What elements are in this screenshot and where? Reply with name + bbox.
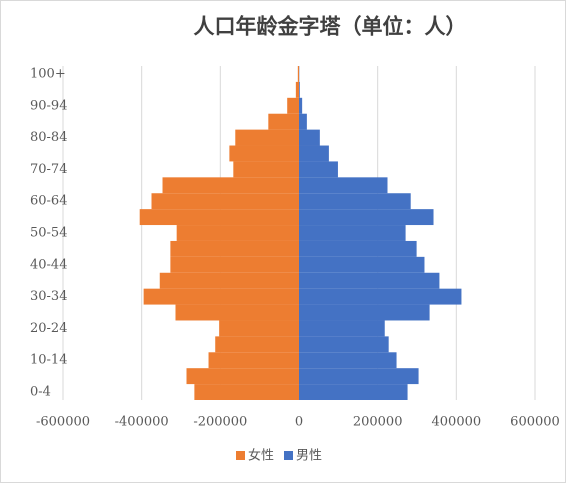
bar (299, 272, 440, 289)
x-tick-label: 600000 (510, 415, 560, 430)
bar (208, 352, 299, 369)
bar (268, 113, 299, 130)
y-tick-label: 0-4 (30, 385, 51, 400)
legend-swatch (284, 451, 293, 460)
bar (194, 384, 299, 400)
x-tick-label: 0 (295, 415, 303, 430)
bar (151, 193, 299, 210)
bar (295, 81, 299, 98)
bar (170, 240, 299, 257)
bar (299, 240, 417, 257)
bar (297, 66, 299, 82)
bar (162, 177, 299, 194)
y-tick-label: 10-14 (30, 353, 67, 368)
bar (143, 288, 299, 305)
legend-swatch (236, 451, 245, 460)
y-tick-label: 20-24 (30, 321, 67, 336)
bar (139, 209, 299, 226)
bar (299, 81, 300, 98)
bar (299, 209, 434, 226)
bar (175, 304, 299, 321)
x-tick-label: 200000 (353, 415, 403, 430)
y-tick-label: 70-74 (30, 162, 67, 177)
x-tick-label: 400000 (432, 415, 482, 430)
bar (186, 368, 299, 385)
bar (299, 129, 320, 146)
y-tick-label: 50-54 (30, 226, 67, 241)
bar (299, 336, 389, 353)
y-tick-label: 90-94 (30, 98, 67, 113)
bar (299, 161, 338, 178)
bar (299, 384, 408, 400)
bar (215, 336, 299, 353)
y-tick-label: 30-34 (30, 289, 67, 304)
y-tick-label: 40-44 (30, 257, 67, 272)
bar (299, 304, 430, 321)
bar (176, 225, 299, 241)
x-tick-label: -600000 (36, 415, 90, 430)
legend-label: 女性 (248, 448, 274, 464)
legend-label: 男性 (296, 449, 322, 464)
y-tick-label: 80-84 (30, 130, 67, 145)
bar (299, 288, 462, 305)
bar (299, 320, 385, 337)
bar (299, 177, 388, 194)
bar (299, 193, 411, 210)
bar (159, 272, 299, 289)
x-tick-label: -400000 (115, 415, 169, 430)
bar (299, 113, 307, 130)
bar (299, 97, 303, 114)
y-tick-label: 60-64 (30, 194, 67, 209)
bar (299, 352, 397, 369)
bar (299, 225, 406, 241)
bar (299, 256, 425, 273)
y-tick-label: 100+ (30, 66, 66, 81)
bar (229, 145, 299, 162)
bar (219, 320, 299, 337)
bar (287, 97, 299, 114)
bar (299, 145, 329, 162)
bar (235, 129, 299, 146)
bar (299, 368, 419, 385)
bar (233, 161, 299, 178)
chart-title: 人口年龄金字塔（单位：人） (194, 14, 467, 39)
bar (170, 256, 299, 273)
x-tick-label: -200000 (193, 415, 247, 430)
